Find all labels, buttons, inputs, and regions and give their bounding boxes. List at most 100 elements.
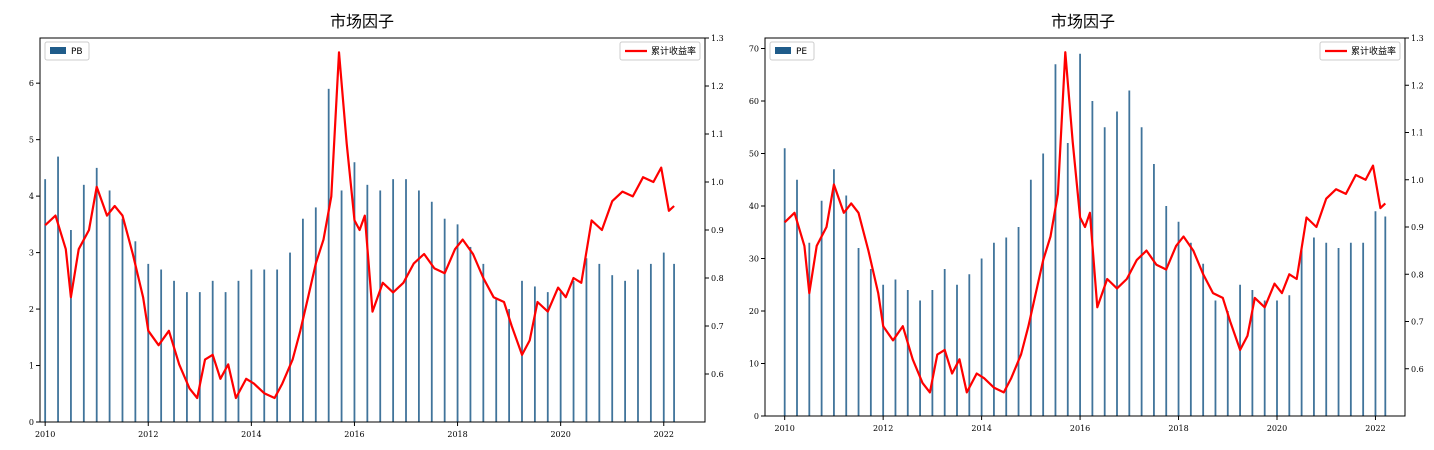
y-right-tick-label: 0.7 — [711, 322, 724, 331]
bar-pb — [57, 156, 59, 422]
bar-pb — [662, 252, 665, 422]
y-left-tick-label: 1 — [29, 362, 34, 371]
y-right-tick-label: 0.8 — [1411, 270, 1424, 279]
y-right-tick-label: 0.7 — [1411, 318, 1424, 327]
bar-pe — [1140, 127, 1143, 416]
bar-pb — [44, 179, 47, 422]
bar-pe — [980, 258, 983, 416]
legend-line-label: 累计收益率 — [651, 45, 696, 57]
bar-pe — [943, 269, 946, 416]
bar-pe — [1300, 248, 1303, 416]
bar-pe — [1313, 237, 1315, 416]
cumulative-return-line — [783, 51, 1387, 394]
y-right-tick-label: 1.2 — [1411, 81, 1424, 90]
bar-pe — [1362, 242, 1365, 416]
y-right-tick-label: 1.3 — [1411, 34, 1424, 43]
bar-pe — [882, 284, 885, 416]
bar-pb — [521, 280, 523, 422]
bar-pe — [919, 300, 921, 416]
bar-pe — [1384, 216, 1387, 416]
bar-pe — [1251, 290, 1254, 416]
y-left-tick-label: 4 — [29, 192, 34, 201]
y-right-tick-label: 0.9 — [1411, 223, 1424, 232]
bar-pe — [857, 248, 860, 416]
bar-pb — [392, 179, 395, 422]
bar-pb — [572, 280, 575, 422]
y-right-tick-label: 1.0 — [711, 178, 724, 187]
bar-pb — [82, 184, 85, 422]
bar-pb — [456, 224, 459, 422]
legend-right-box — [619, 41, 701, 61]
bar-pb — [173, 280, 175, 422]
legend-right-box — [1319, 41, 1401, 61]
bar-pe — [783, 148, 786, 416]
bar-pb — [198, 292, 201, 422]
y-right-tick-label: 1.2 — [711, 82, 724, 91]
chart-pb: 市场因子 2010 2012 2014 2016 2018 2020 2022 0 1 2 3 4 5 6 0… — [29, 12, 724, 439]
bar-pe — [1374, 211, 1377, 416]
legend-line-label: 累计收益率 — [1351, 45, 1396, 57]
x-tick-label: 2016 — [1070, 424, 1090, 433]
bar-pe — [1103, 127, 1106, 416]
bar-pb — [611, 275, 614, 422]
bar-pb — [314, 207, 317, 422]
bar-pb — [95, 167, 98, 422]
legend-left-box — [769, 41, 815, 61]
x-tick-label: 2010 — [35, 430, 55, 439]
bar-pe — [869, 269, 872, 416]
bar-pe — [796, 179, 798, 416]
bar-pe — [808, 242, 811, 416]
bar-pe — [1128, 90, 1131, 416]
bar-pb — [585, 258, 588, 422]
bar-pb — [70, 230, 72, 422]
y-left-tick-label: 6 — [29, 79, 34, 88]
chart-title: 市场因子 — [330, 12, 394, 31]
bar-pe — [1349, 242, 1352, 416]
bar-pb — [134, 241, 137, 422]
y-right-tick-label: 1.0 — [1411, 176, 1424, 185]
bar-pe — [845, 195, 848, 416]
x-tick-label: 2014 — [241, 430, 261, 439]
y-right-tick-label: 0.6 — [1411, 365, 1424, 374]
y-left-tick-label: 60 — [749, 97, 759, 106]
bar-pb — [405, 179, 407, 422]
x-tick-label: 2018 — [1168, 424, 1188, 433]
y-left-tick-label: 50 — [749, 150, 759, 159]
bar-pe — [1054, 64, 1057, 416]
bar-pe — [1202, 263, 1205, 416]
bar-pb — [673, 263, 675, 422]
bar-pe — [1263, 300, 1266, 416]
x-tick-label: 2014 — [971, 424, 991, 433]
bar-pb — [469, 246, 472, 422]
bar-pb — [250, 269, 253, 422]
y-left-tick-label: 10 — [749, 360, 759, 369]
bar-pe — [820, 200, 823, 416]
bar-pe — [1276, 300, 1278, 416]
y-right-tick-label: 0.8 — [711, 274, 724, 283]
x-tick-label: 2016 — [344, 430, 364, 439]
bar-pe — [1153, 164, 1155, 416]
bar-pb — [533, 286, 536, 422]
bar-pb — [353, 162, 356, 422]
bar-pe — [1214, 300, 1217, 416]
bar-pe — [1066, 143, 1069, 416]
bar-pe — [1005, 237, 1008, 416]
chart-pe: 市场因子 2010 2012 2014 2016 2018 2020 2022 0 10 20 30 4… — [749, 12, 1424, 433]
bar-pb — [508, 309, 511, 422]
bar-pb — [108, 190, 111, 422]
bar-pb — [224, 292, 227, 422]
bar-pe — [1177, 221, 1180, 416]
x-tick-label: 2020 — [1267, 424, 1287, 433]
bar-pb — [637, 269, 639, 422]
bar-pb — [289, 252, 291, 422]
x-tick-label: 2022 — [654, 430, 674, 439]
bar-pe — [1165, 206, 1168, 416]
y-left-tick-label: 2 — [29, 305, 34, 314]
bar-pe — [1029, 179, 1032, 416]
bar-pb — [482, 263, 485, 422]
bar-pe — [1116, 111, 1118, 416]
bar-pb — [121, 218, 124, 422]
bar-pe — [1288, 295, 1291, 416]
bar-pe — [1337, 248, 1340, 416]
